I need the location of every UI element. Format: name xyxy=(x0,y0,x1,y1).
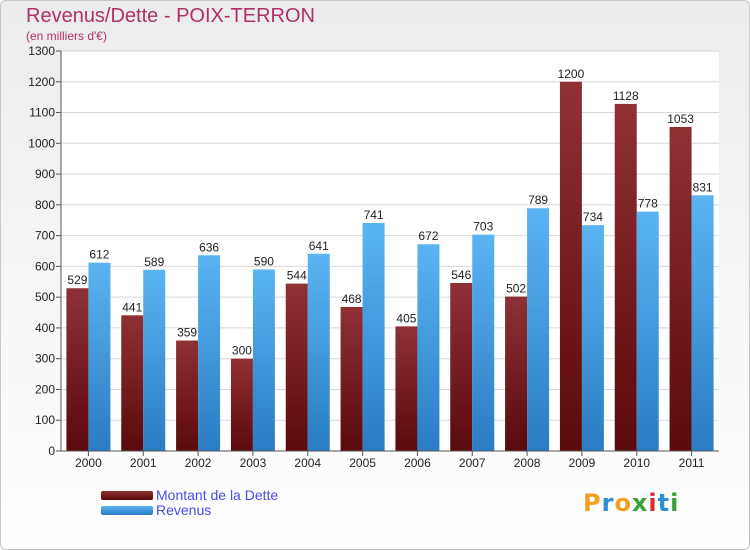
x-tick-label: 2009 xyxy=(569,456,596,470)
data-label: 441 xyxy=(122,300,142,314)
bar-revenus xyxy=(691,195,714,451)
logo-letter: o xyxy=(614,489,632,517)
bar-dette xyxy=(285,283,308,451)
legend-swatch-dette xyxy=(101,491,153,500)
bar-revenus xyxy=(581,225,604,451)
chart-title: Revenus/Dette - POIX-TERRON xyxy=(26,5,315,27)
bar-dette xyxy=(559,81,582,452)
x-tick-label: 2006 xyxy=(404,456,431,470)
bar-dette xyxy=(450,283,473,451)
x-tick-label: 2003 xyxy=(240,456,267,470)
x-tick-label: 2001 xyxy=(130,456,157,470)
bar-revenus xyxy=(362,223,385,451)
x-tick-label: 2000 xyxy=(75,456,102,470)
x-tick-label: 2005 xyxy=(349,456,376,470)
legend-label-dette: Montant de la Dette xyxy=(156,487,279,503)
bar-dette xyxy=(176,340,199,451)
y-tick-label: 500 xyxy=(35,290,55,304)
y-tick-label: 300 xyxy=(35,352,55,366)
x-tick-label: 2010 xyxy=(623,456,650,470)
bar-revenus xyxy=(636,211,659,451)
x-tick-label: 2008 xyxy=(514,456,541,470)
proxiti-logo: Proxiti xyxy=(583,489,679,517)
grid-lines xyxy=(61,50,719,452)
x-tick-label: 2007 xyxy=(459,456,486,470)
bar-revenus xyxy=(88,262,111,451)
y-tick-label: 800 xyxy=(35,198,55,212)
y-tick-label: 100 xyxy=(35,413,55,427)
logo-letter: t xyxy=(657,489,671,517)
bar-dette xyxy=(395,326,418,451)
data-label: 1128 xyxy=(613,89,639,103)
data-label: 831 xyxy=(693,180,713,194)
x-tick-label: 2002 xyxy=(185,456,212,470)
data-label: 612 xyxy=(89,248,109,262)
data-label: 1200 xyxy=(558,67,585,81)
data-label: 636 xyxy=(199,240,219,254)
bar-revenus xyxy=(198,255,221,451)
y-tick-label: 200 xyxy=(35,382,55,396)
y-tick-label: 1000 xyxy=(28,136,55,150)
axes: 0 100 200 300 400 500 600 700 800 900 1000 1100 1200… xyxy=(28,44,719,470)
bar-revenus xyxy=(527,208,550,451)
logo-letter: x xyxy=(631,489,649,517)
data-label: 300 xyxy=(232,344,252,358)
y-tick-label: 400 xyxy=(35,321,55,335)
data-label: 703 xyxy=(473,220,493,234)
logo-letter: i xyxy=(670,489,680,517)
bar-revenus xyxy=(417,244,440,451)
bar-dette xyxy=(340,307,363,451)
y-tick-label: 700 xyxy=(35,229,55,243)
data-label: 789 xyxy=(528,193,548,207)
y-tick-label: 1100 xyxy=(29,106,55,120)
bar-revenus xyxy=(252,269,275,451)
data-label: 405 xyxy=(396,311,416,325)
bar-dette xyxy=(121,315,144,451)
chart-subtitle: (en milliers d'€) xyxy=(26,29,107,43)
bars xyxy=(66,81,714,452)
data-label: 778 xyxy=(638,197,658,211)
y-tick-label: 1300 xyxy=(28,44,55,58)
data-label: 589 xyxy=(144,255,164,269)
legend-label-revenus: Revenus xyxy=(156,502,212,518)
bar-revenus xyxy=(472,234,495,451)
logo-letter: P xyxy=(583,489,602,517)
y-tick-label: 1200 xyxy=(28,75,55,89)
bar-revenus xyxy=(307,253,330,451)
y-tick-label: 900 xyxy=(35,167,55,181)
y-tick-label: 0 xyxy=(48,444,55,458)
data-label: 734 xyxy=(583,210,603,224)
bar-dette xyxy=(669,127,692,451)
bar-dette xyxy=(505,296,528,451)
legend-swatch-revenus xyxy=(101,506,153,515)
data-label: 529 xyxy=(67,273,87,287)
bar-dette xyxy=(614,103,637,451)
bar-dette xyxy=(66,288,89,451)
data-label: 468 xyxy=(342,292,362,306)
data-label: 641 xyxy=(309,239,329,253)
logo-letter: r xyxy=(601,489,615,517)
data-label: 1053 xyxy=(667,112,694,126)
data-label: 502 xyxy=(506,282,526,296)
plot-area xyxy=(61,51,719,451)
data-label: 546 xyxy=(451,268,471,282)
data-label: 672 xyxy=(418,229,438,243)
data-label: 590 xyxy=(254,254,274,268)
bar-revenus xyxy=(143,269,166,451)
data-label: 741 xyxy=(364,208,384,222)
data-label: 359 xyxy=(177,326,197,340)
bar-dette xyxy=(230,358,253,451)
x-tick-label: 2004 xyxy=(294,456,321,470)
y-tick-label: 600 xyxy=(35,259,55,273)
x-tick-label: 2011 xyxy=(679,456,705,470)
logo-letter: i xyxy=(648,489,658,517)
data-label: 544 xyxy=(287,269,307,283)
